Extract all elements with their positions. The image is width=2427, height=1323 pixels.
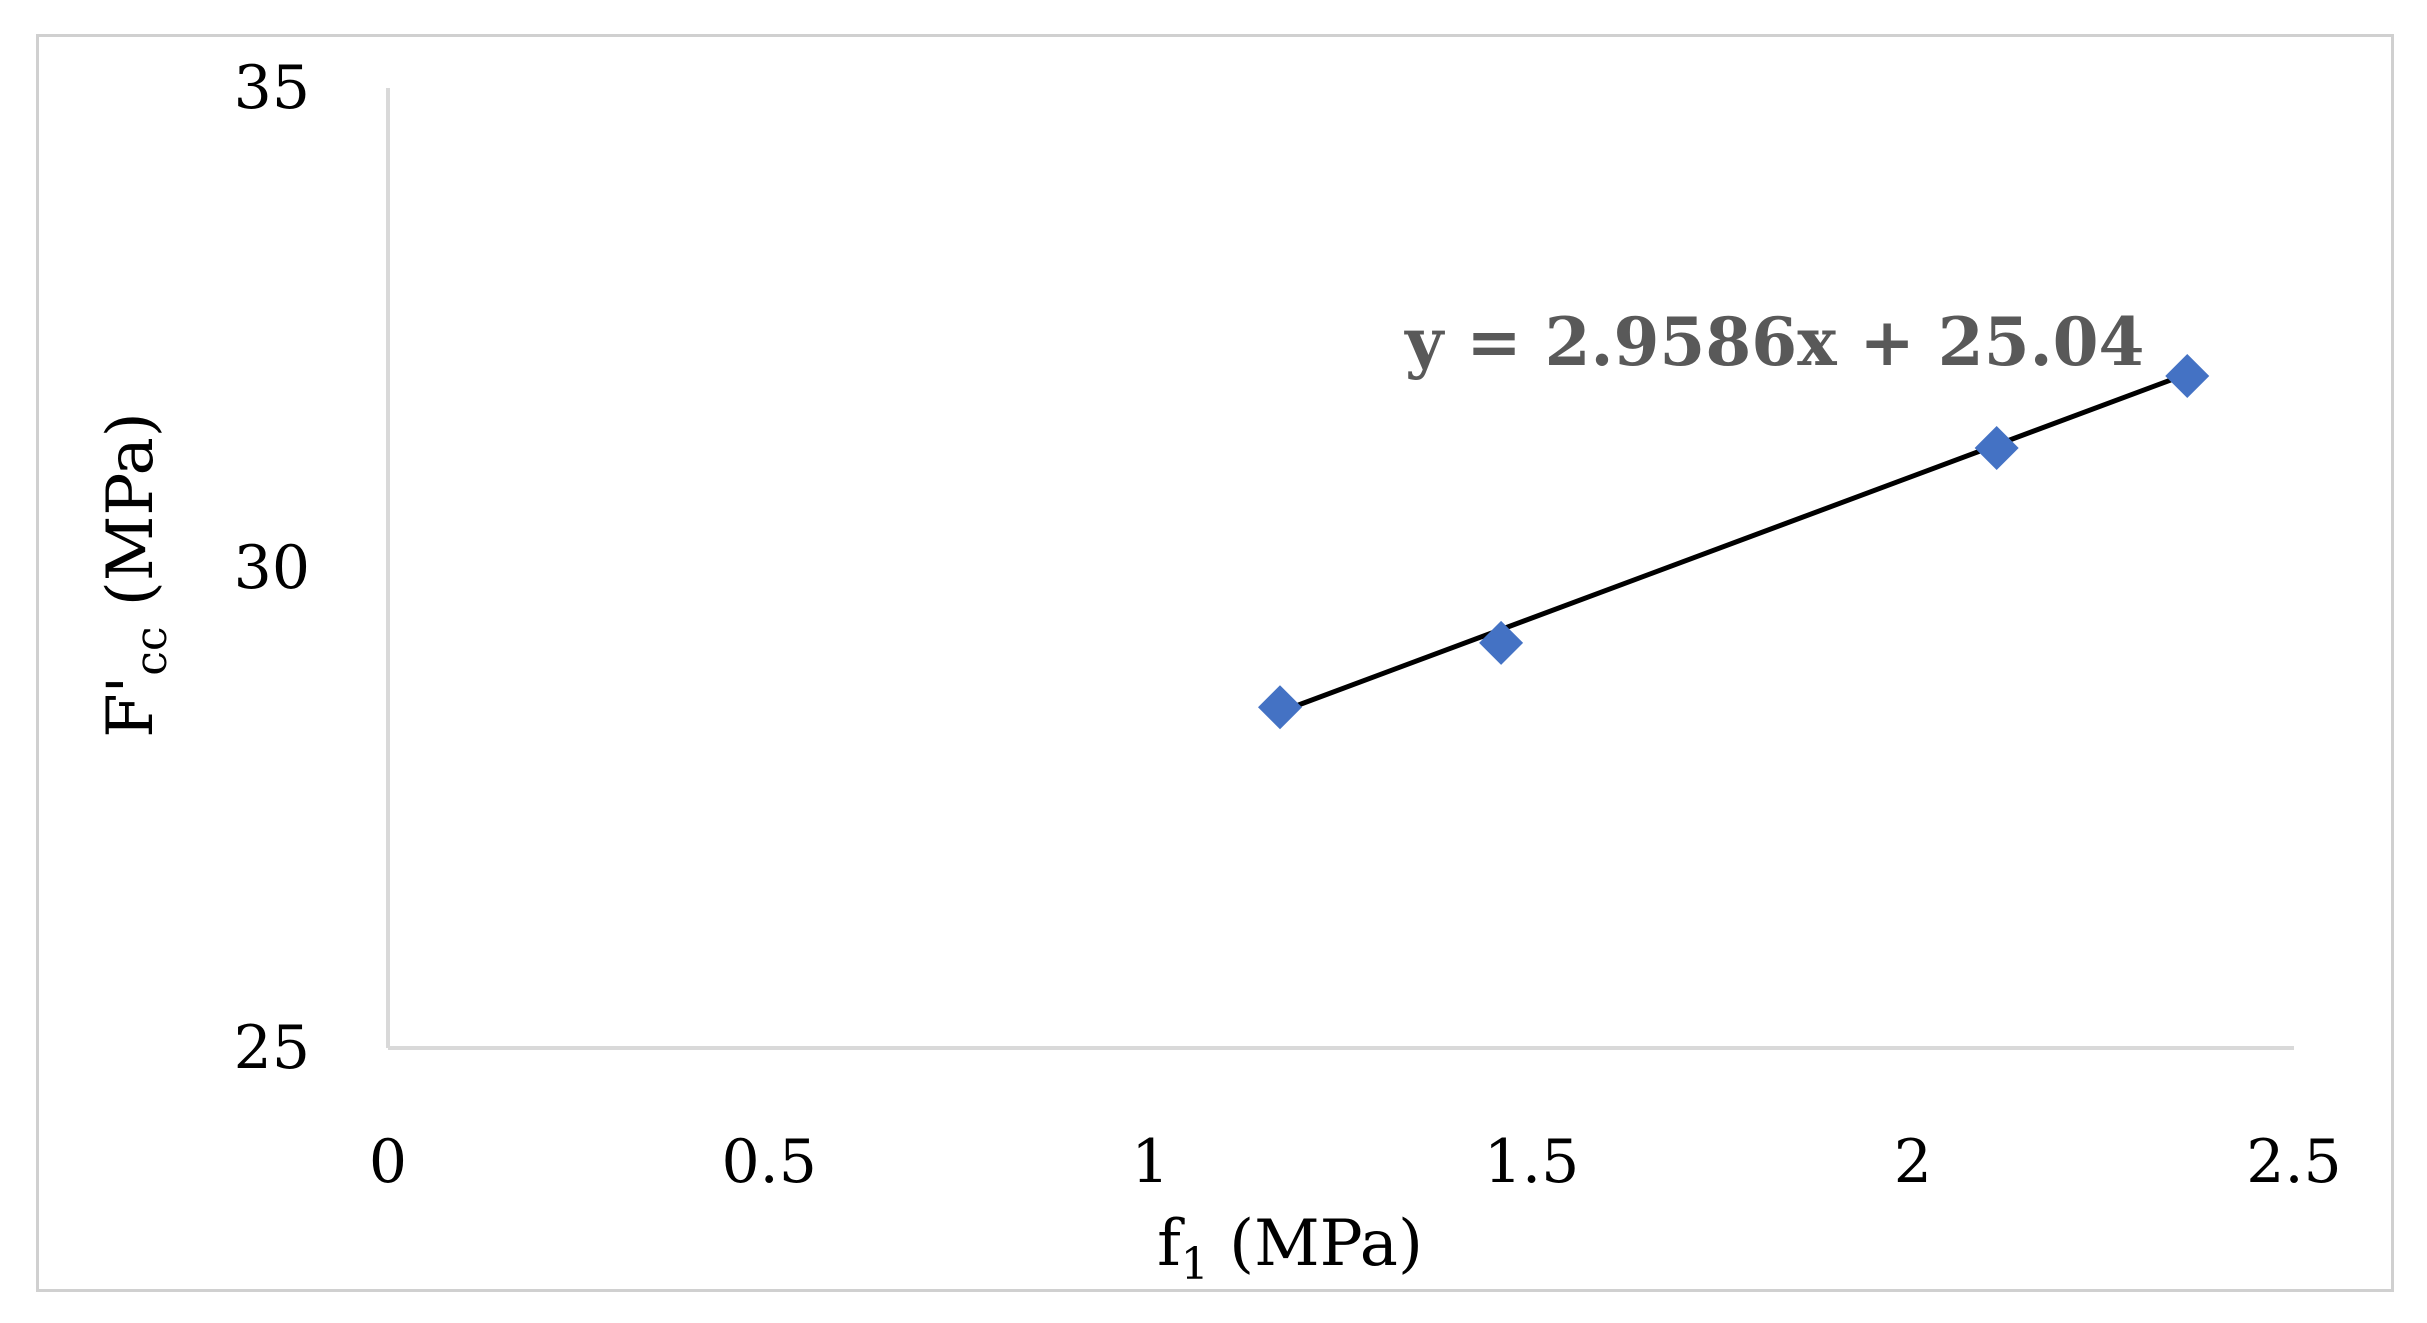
y-tick-label: 25 <box>234 1013 310 1083</box>
data-point <box>1258 685 1303 730</box>
y-axis-title-subscript: cc <box>126 626 177 675</box>
x-axis-title: f1 (MPa) <box>1157 1207 1423 1290</box>
trendline-layer <box>1279 371 2189 715</box>
x-tick-label: 1.5 <box>1484 1127 1579 1197</box>
x-tick-label: 2 <box>1894 1127 1932 1197</box>
x-tick-label: 0 <box>369 1127 407 1197</box>
x-tick-label: 1 <box>1131 1127 1169 1197</box>
trendline-equation: y = 2.9586x + 25.04 <box>1404 303 2144 381</box>
data-point <box>2165 354 2210 398</box>
x-tick-label: 2.5 <box>2246 1127 2341 1197</box>
y-tick-label: 35 <box>234 53 310 123</box>
x-axis-title-subscript: 1 <box>1181 1239 1209 1290</box>
y-axis-title: F'cc (MPa) <box>94 412 177 737</box>
trendline <box>1279 371 2189 715</box>
x-axis-title-unit: (MPa) <box>1209 1207 1423 1281</box>
y-axis-title-unit: (MPa) <box>94 412 168 626</box>
data-point <box>1974 426 2019 470</box>
y-tick-labels: 25 30 35 <box>234 53 310 1083</box>
data-point <box>1479 620 1524 665</box>
y-tick-label: 30 <box>234 533 310 603</box>
data-points <box>1258 354 2210 730</box>
y-axis-title-main: F' <box>94 676 168 738</box>
chart-frame <box>36 34 2394 1292</box>
x-axis-title-main: f <box>1157 1207 1185 1281</box>
x-tick-label: 0.5 <box>721 1127 816 1197</box>
x-tick-labels: 0 0.5 1 1.5 2 2.5 <box>369 1127 2342 1197</box>
axes <box>386 88 2294 1050</box>
